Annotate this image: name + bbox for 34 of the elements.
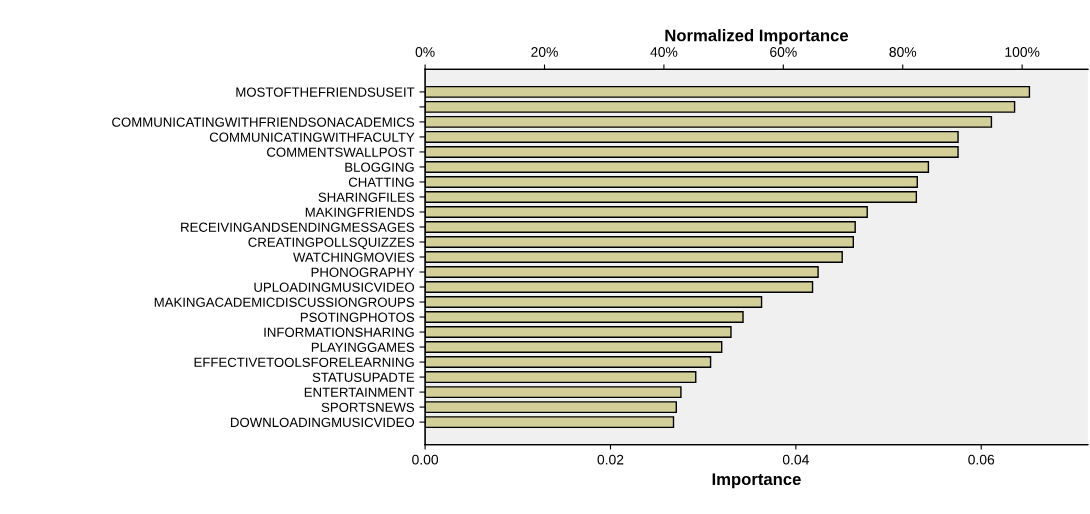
x-tick-label: 0.02: [597, 454, 624, 465]
y-tick-label: STATUSUPADTE: [312, 372, 415, 382]
y-tick-label: SHARINGFILES: [318, 192, 415, 202]
y-tick-label: MAKINGFRIENDS: [305, 207, 415, 217]
y-tick-label: RECEIVINGANDSENDINGMESSAGES: [181, 222, 415, 232]
y-tick-label: MAKINGACADEMICDISCUSSIONGROUPS: [154, 297, 415, 307]
y-tick-label: CREATINGPOLLSQUIZZES: [248, 237, 415, 250]
x2-tick-label: 20%: [531, 47, 558, 57]
y-tick-label: INFORMATIONSHARING: [264, 327, 414, 337]
y-tick-label: EFFECTIVETOOLSFORELEARNING: [194, 357, 414, 367]
y-tick-label: ENTERTAINMENT: [304, 387, 415, 397]
y-tick-label: BLOGGING: [345, 162, 414, 172]
y-tick-label: PLAYINGGAMES: [311, 342, 415, 352]
x2-tick-label: 0%: [415, 47, 435, 57]
x-tick-label: 0.06: [968, 454, 995, 465]
x2-axis-title: Normalized Importance: [665, 29, 849, 45]
x2-tick-label: 40%: [650, 47, 678, 57]
x2-tick-label: 100%: [1005, 47, 1040, 57]
x-axis-title: Importance: [712, 473, 801, 489]
y-tick-label: COMMUNICATINGWITHFACULTY: [209, 132, 415, 142]
y-tick-label: UPLOADINGMUSICVIDEO: [254, 282, 415, 292]
y-tick-label: COMMENTSWALLPOST: [267, 147, 415, 157]
y-tick-label: PHONOGRAPHY: [311, 267, 415, 277]
x2-tick-label: 80%: [889, 47, 917, 57]
y-tick-label: COMMUNICATINGWITHFRIENDSONACADEMICS: [112, 117, 415, 127]
x-tick-label: 0.04: [782, 454, 809, 465]
y-tick-label: WATCHINGMOVIES: [293, 252, 415, 262]
x2-tick-label: 60%: [770, 47, 797, 57]
y-tick-label: PSOTINGPHOTOS: [300, 312, 415, 322]
x-tick-label: 0.00: [412, 454, 439, 465]
y-tick-label: MOSTOFTHEFRIENDSUSEIT: [236, 87, 415, 97]
y-tick-label: CHATTING: [348, 177, 414, 187]
y-tick-label: SPORTSNEWS: [321, 402, 415, 412]
y-tick-label: DOWNLOADINGMUSICVIDEO: [231, 417, 415, 428]
